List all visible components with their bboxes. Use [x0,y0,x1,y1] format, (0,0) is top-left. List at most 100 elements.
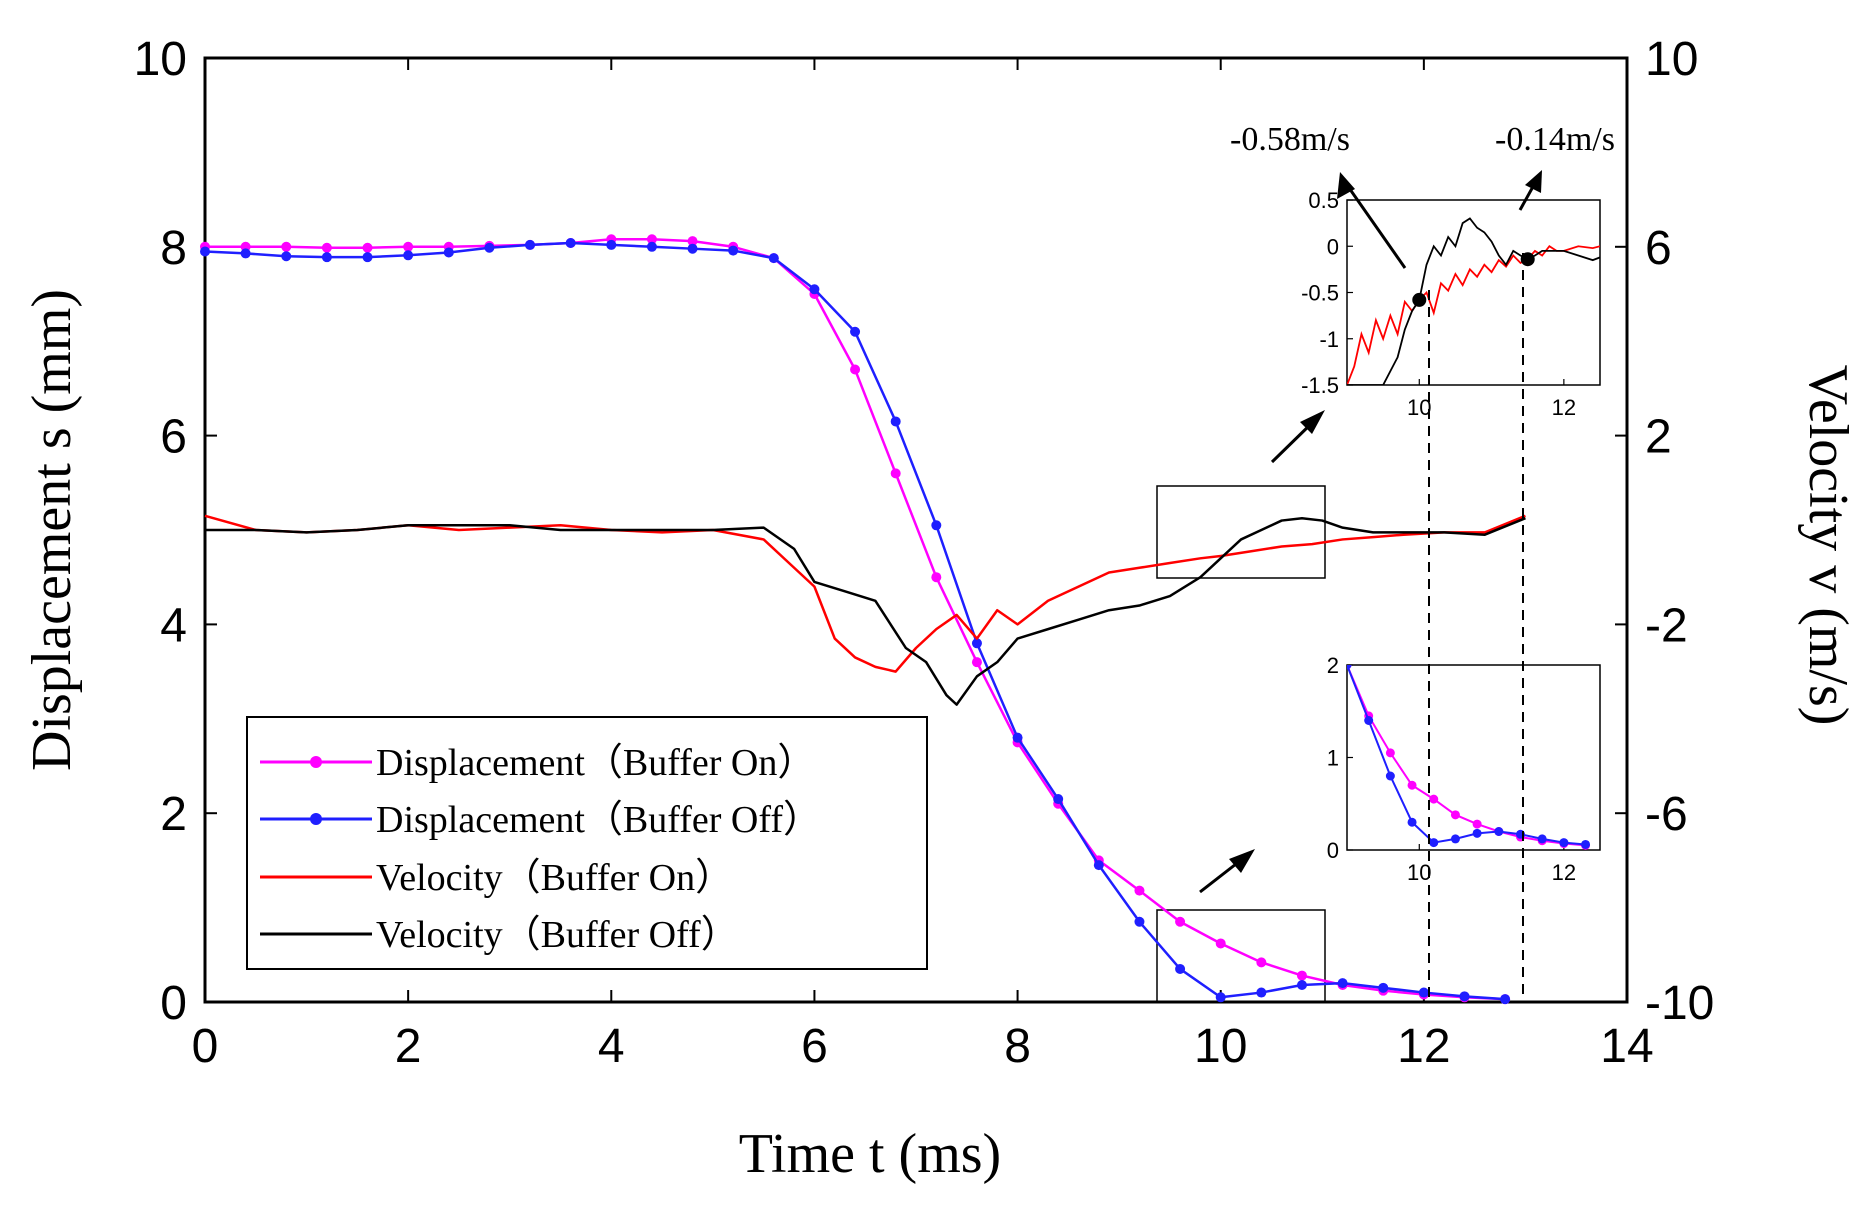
legend: Displacement（Buffer On） Displacement（Buf… [246,716,928,970]
series-point-0 [931,572,942,583]
inset-y-tick-label: 0 [1327,234,1339,259]
series-point-1 [565,238,576,249]
series-point-0 [321,242,332,253]
legend-label-disp-on: Displacement（Buffer On） [376,742,815,784]
legend-label-vel-off: Velocity（Buffer Off） [376,914,739,956]
series-point-1 [1296,980,1307,991]
inset-disp-off-point [1494,827,1504,836]
inset-disp-off-point [1407,817,1417,827]
series-point-1 [1459,991,1470,1002]
inset-disp-off-point [1347,665,1352,670]
series-point-1 [687,243,698,254]
inset-disp-off-point [1472,828,1482,838]
inset-disp-on-point [1450,810,1460,820]
series-line-3 [205,516,1526,706]
y-axis-ticks: 0 2 4 6 8 10 [134,33,217,1030]
inset-disp-on-point [1429,794,1439,804]
y2-tick-label: -2 [1645,599,1688,652]
legend-label-disp-off: Displacement（Buffer Off） [376,799,821,841]
legend-box [246,716,928,970]
series-point-1 [971,638,982,649]
series-point-0 [646,234,657,245]
legend-label-vel-on: Velocity（Buffer On） [376,857,733,899]
zoom-box-displacement [1156,909,1326,1003]
series-point-0 [971,657,982,668]
annotation-label-2: -0.14m/s [1495,121,1615,158]
series-point-1 [606,239,617,250]
series-point-1 [850,326,861,337]
x-tick-label: 2 [395,1020,422,1073]
y-tick-label: 10 [134,33,187,86]
y2-tick-label: 2 [1645,411,1672,464]
series-point-1 [1093,860,1104,871]
arrow-label-1 [1345,184,1407,269]
series-point-1 [809,284,820,295]
series-point-0 [850,364,861,375]
inset-y-tick-label: -0.5 [1301,281,1339,306]
arrow-label-2-head [1525,170,1542,193]
series-point-1 [1012,732,1023,743]
inset-series-group [1347,665,1591,850]
x-tick-label: 6 [801,1020,828,1073]
inset-disp-off-point [1559,838,1569,848]
inset-y-tick-label: 1 [1327,746,1339,771]
series-point-1 [931,520,942,531]
inset-disp-off-point [1537,834,1547,844]
series-point-1 [200,246,210,257]
inset-y-tick-label: 2 [1327,653,1339,678]
annotation-label-1: -0.58m/s [1230,121,1350,158]
series-point-1 [646,241,657,252]
series-point-1 [403,250,414,261]
series-point-1 [484,242,495,253]
series-point-0 [1175,916,1186,927]
series-line-2 [204,514,1526,673]
zoom-box-velocity [1156,485,1326,579]
inset-y-tick-label: 0 [1327,838,1339,863]
x-axis-ticks: 0 2 4 6 8 10 12 14 [192,58,1654,1073]
y2-tick-label: 10 [1645,33,1698,86]
annotation-marker-2 [1520,252,1535,267]
y-tick-label: 0 [160,977,187,1030]
inset-velocity: 10 12 0.5 0 -0.5 -1 -1.5 [1301,188,1601,420]
series-point-1 [890,416,901,427]
series-point-1 [1337,978,1348,989]
series-point-1 [1418,987,1429,998]
series-point-1 [1053,794,1064,805]
series-point-1 [1134,916,1145,927]
series-point-1 [728,245,739,256]
x-tick-label: 8 [1004,1020,1031,1073]
series-point-0 [1296,970,1307,981]
series-point-1 [1500,994,1511,1005]
inset-x-tick-label: 12 [1552,395,1576,420]
inset-velocity-off-line [1347,217,1600,385]
inset-x-tick-label: 10 [1407,395,1431,420]
inset-y-tick-label: 0.5 [1308,188,1339,213]
series-point-1 [1175,963,1186,974]
series-layer [200,234,1526,1005]
series-point-1 [321,252,332,263]
annotation-arrows [1199,170,1542,894]
inset-disp-on-point [1385,748,1395,758]
inset-disp-on-point [1472,819,1482,829]
legend-marker-disp-on [310,756,322,768]
inset-disp-off-point [1364,716,1374,725]
y2-axis-ticks: -10 -6 -2 2 6 10 [1615,33,1714,1030]
inset-x-tick-label: 10 [1407,860,1431,885]
inset-series-group [1347,217,1600,385]
inset-disp-on-point [1407,780,1417,790]
x-tick-label: 14 [1600,1020,1653,1073]
series-point-0 [362,242,373,253]
y-tick-label: 8 [160,222,187,275]
y2-tick-label: -6 [1645,788,1688,841]
legend-marker-disp-off [310,813,322,825]
inset-disp-off-point [1385,771,1395,781]
inset-y-tick-label: -1.5 [1301,373,1339,398]
y-tick-label: 2 [160,788,187,841]
series-point-0 [687,236,698,247]
y-tick-label: 4 [160,599,187,652]
arrow-velocity-zoom-head [1300,410,1325,434]
y-axis-title: Displacement s (mm) [21,289,83,771]
series-point-1 [362,252,373,263]
